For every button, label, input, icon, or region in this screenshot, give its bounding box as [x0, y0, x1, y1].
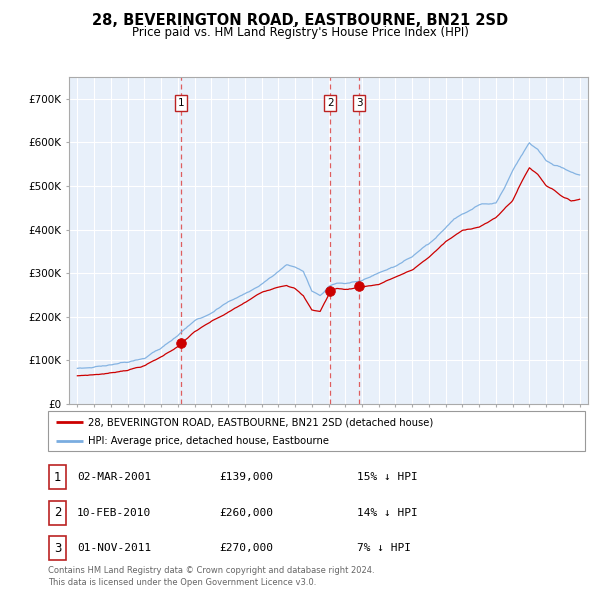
Text: £270,000: £270,000 [219, 543, 273, 553]
Text: 01-NOV-2011: 01-NOV-2011 [77, 543, 151, 553]
Text: 3: 3 [54, 542, 61, 555]
Text: 2: 2 [54, 506, 61, 519]
FancyBboxPatch shape [49, 536, 66, 560]
Text: Contains HM Land Registry data © Crown copyright and database right 2024.
This d: Contains HM Land Registry data © Crown c… [48, 566, 374, 587]
FancyBboxPatch shape [48, 411, 585, 451]
Text: 02-MAR-2001: 02-MAR-2001 [77, 473, 151, 482]
Text: £260,000: £260,000 [219, 508, 273, 517]
Text: 28, BEVERINGTON ROAD, EASTBOURNE, BN21 2SD (detached house): 28, BEVERINGTON ROAD, EASTBOURNE, BN21 2… [88, 417, 434, 427]
Text: 1: 1 [54, 471, 61, 484]
Text: £139,000: £139,000 [219, 473, 273, 482]
Text: HPI: Average price, detached house, Eastbourne: HPI: Average price, detached house, East… [88, 435, 329, 445]
Text: 2: 2 [327, 98, 334, 108]
Text: 10-FEB-2010: 10-FEB-2010 [77, 508, 151, 517]
Text: 28, BEVERINGTON ROAD, EASTBOURNE, BN21 2SD: 28, BEVERINGTON ROAD, EASTBOURNE, BN21 2… [92, 13, 508, 28]
Text: 1: 1 [178, 98, 184, 108]
Text: 15% ↓ HPI: 15% ↓ HPI [357, 473, 418, 482]
Text: 3: 3 [356, 98, 362, 108]
Text: 14% ↓ HPI: 14% ↓ HPI [357, 508, 418, 517]
FancyBboxPatch shape [49, 466, 66, 489]
Text: 7% ↓ HPI: 7% ↓ HPI [357, 543, 411, 553]
FancyBboxPatch shape [49, 501, 66, 525]
Text: Price paid vs. HM Land Registry's House Price Index (HPI): Price paid vs. HM Land Registry's House … [131, 26, 469, 39]
